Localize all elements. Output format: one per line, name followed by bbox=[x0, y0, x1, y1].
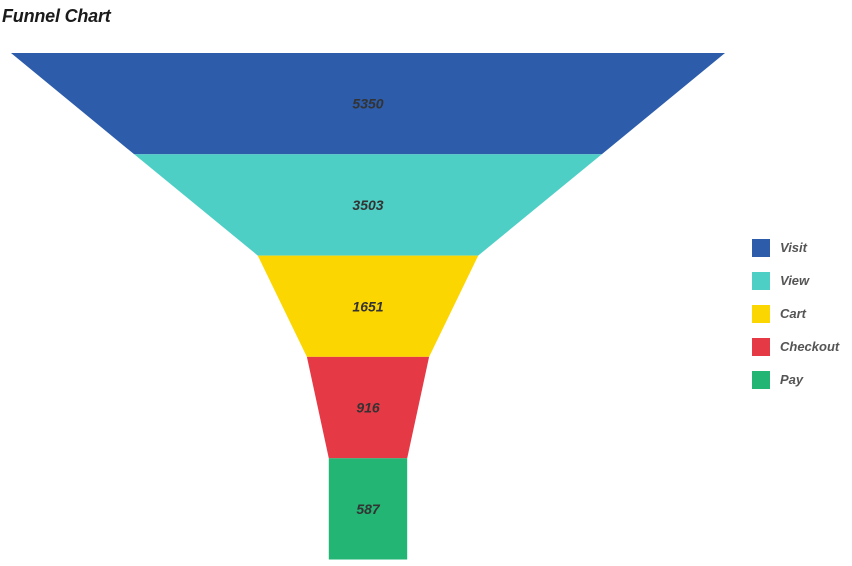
funnel-value-label-visit: 5350 bbox=[352, 96, 383, 112]
legend-swatch bbox=[752, 370, 770, 389]
funnel-segment-checkout[interactable] bbox=[306, 356, 430, 459]
legend-label: Cart bbox=[780, 306, 807, 321]
funnel-segment-pay[interactable] bbox=[328, 458, 408, 560]
funnel-value-label-view: 3503 bbox=[352, 197, 383, 213]
legend-item-cart[interactable]: Cart bbox=[752, 297, 839, 330]
legend-item-checkout[interactable]: Checkout bbox=[752, 330, 839, 363]
funnel-value-label-checkout: 916 bbox=[356, 400, 380, 416]
funnel-value-label-pay: 587 bbox=[356, 501, 381, 517]
legend-item-visit[interactable]: Visit bbox=[752, 231, 839, 264]
legend-swatch bbox=[752, 337, 770, 356]
funnel-segment-cart[interactable] bbox=[257, 255, 479, 357]
legend: Visit View Cart Checkout Pay bbox=[752, 231, 839, 396]
legend-swatch bbox=[752, 238, 770, 257]
legend-label: Checkout bbox=[780, 339, 840, 354]
legend-swatch bbox=[752, 304, 770, 323]
legend-label: View bbox=[780, 273, 810, 288]
legend-label: Pay bbox=[780, 372, 804, 387]
legend-swatch bbox=[752, 271, 770, 290]
chart-title: Funnel Chart bbox=[2, 6, 111, 26]
legend-label: Visit bbox=[780, 240, 807, 255]
legend-item-view[interactable]: View bbox=[752, 264, 839, 297]
legend-item-pay[interactable]: Pay bbox=[752, 363, 839, 396]
funnel-value-label-cart: 1651 bbox=[352, 298, 383, 314]
funnel-segment-view[interactable] bbox=[134, 154, 602, 256]
funnel-segment-visit[interactable] bbox=[11, 53, 725, 155]
